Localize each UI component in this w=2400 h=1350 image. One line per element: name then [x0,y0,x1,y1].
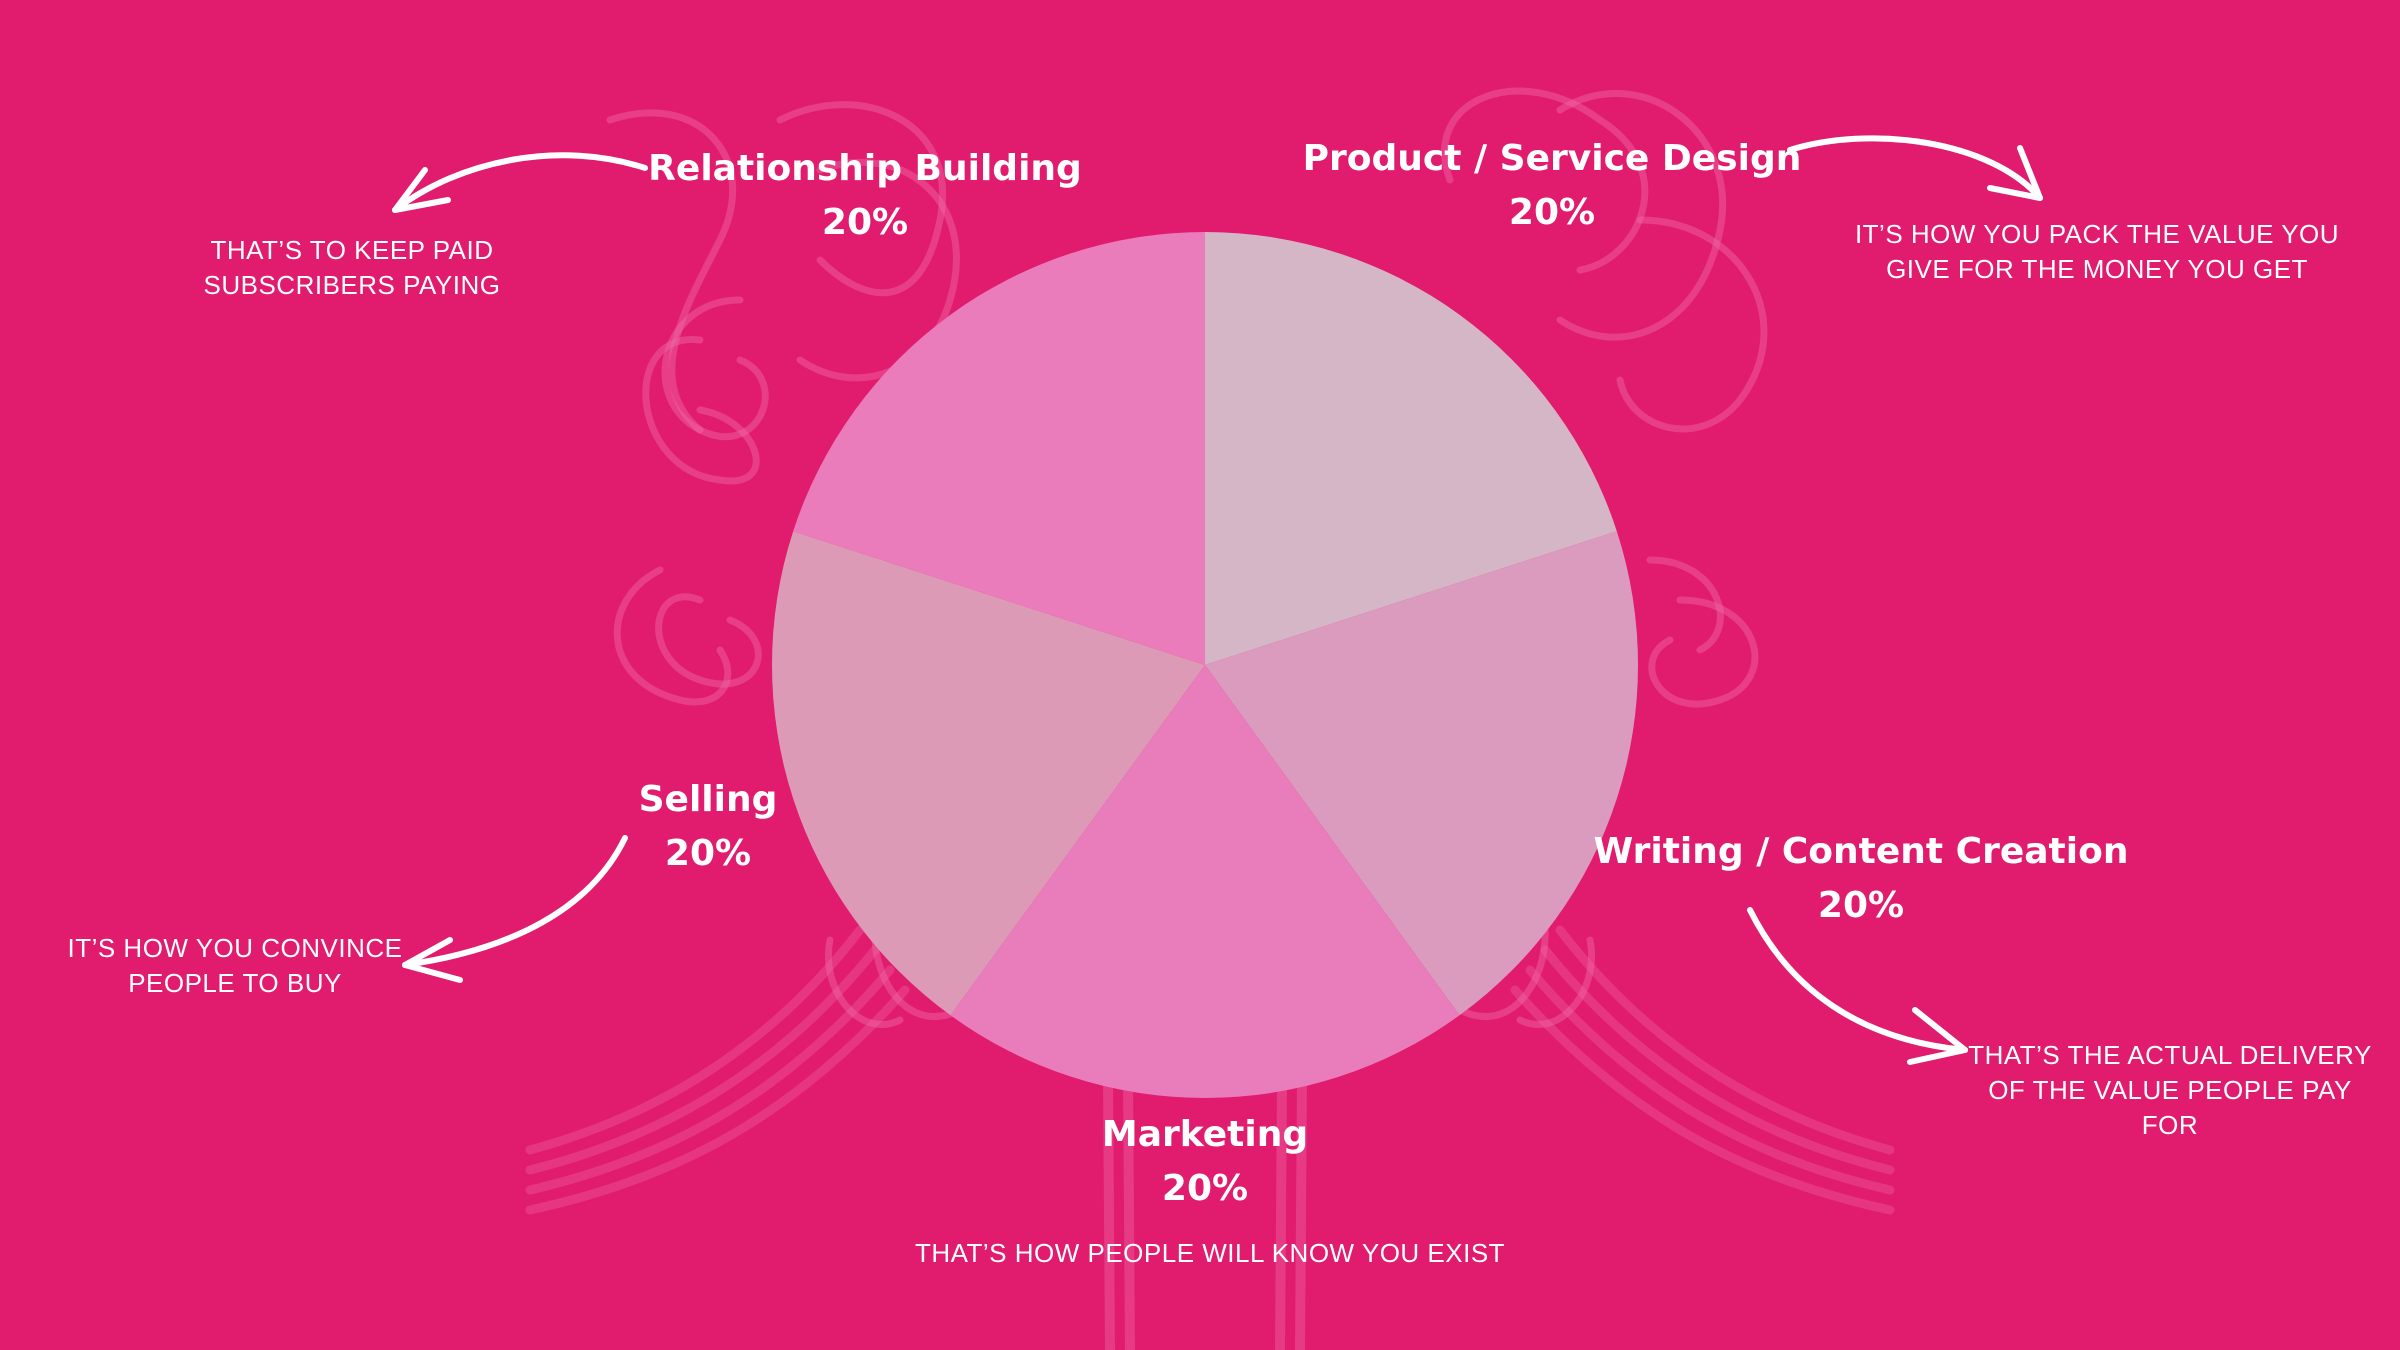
slice-value-marketing: 20% [1161,1168,1249,1209]
note-selling: IT’S HOW YOU CONVINCE PEOPLE TO BUY [67,933,403,998]
pie-slice-selling [771,531,1205,1016]
arrow-relationship-building [392,152,648,213]
note-product-service-design: IT’S HOW YOU PACK THE VALUE YOU GIVE FOR… [1854,219,2340,284]
label-marketing: Marketing 20% [1102,1108,1308,1216]
note-writing-content-creation: THAT’S THE ACTUAL DELIVERY OF THE VALUE … [1968,1040,2372,1140]
slice-value-product-service-design: 20% [1508,192,1596,233]
note-relationship-building: THAT’S TO KEEP PAID SUBSCRIBERS PAYING [203,235,501,300]
label-writing-content-creation: Writing / Content Creation 20% [1594,825,2129,933]
slice-value-relationship-building: 20% [821,202,909,243]
pie-slice-product-service-design [1205,232,1617,665]
label-selling: Selling 20% [639,773,778,881]
arrow-product-service-design [1787,135,2043,201]
arrow-writing-content-creation [1747,907,1968,1065]
pie-slice-marketing [950,665,1460,1099]
slice-name-selling: Selling [638,779,778,820]
slice-name-marketing: Marketing [1101,1114,1309,1155]
note-marketing: THAT’S HOW PEOPLE WILL KNOW YOU EXIST [914,1238,1506,1268]
label-relationship-building: Relationship Building 20% [648,142,1082,250]
slice-name-relationship-building: Relationship Building [648,148,1082,189]
slice-name-product-service-design: Product / Service Design [1302,138,1802,179]
pie-slices [771,232,1638,1099]
slice-value-writing-content-creation: 20% [1817,885,1905,926]
pie-slice-relationship-building [793,232,1205,665]
slice-value-selling: 20% [664,833,752,874]
pie-slice-writing-content-creation [1205,531,1638,1016]
label-product-service-design: Product / Service Design 20% [1303,132,1802,240]
arrow-selling [402,835,628,983]
slice-name-writing-content-creation: Writing / Content Creation [1593,831,2129,872]
